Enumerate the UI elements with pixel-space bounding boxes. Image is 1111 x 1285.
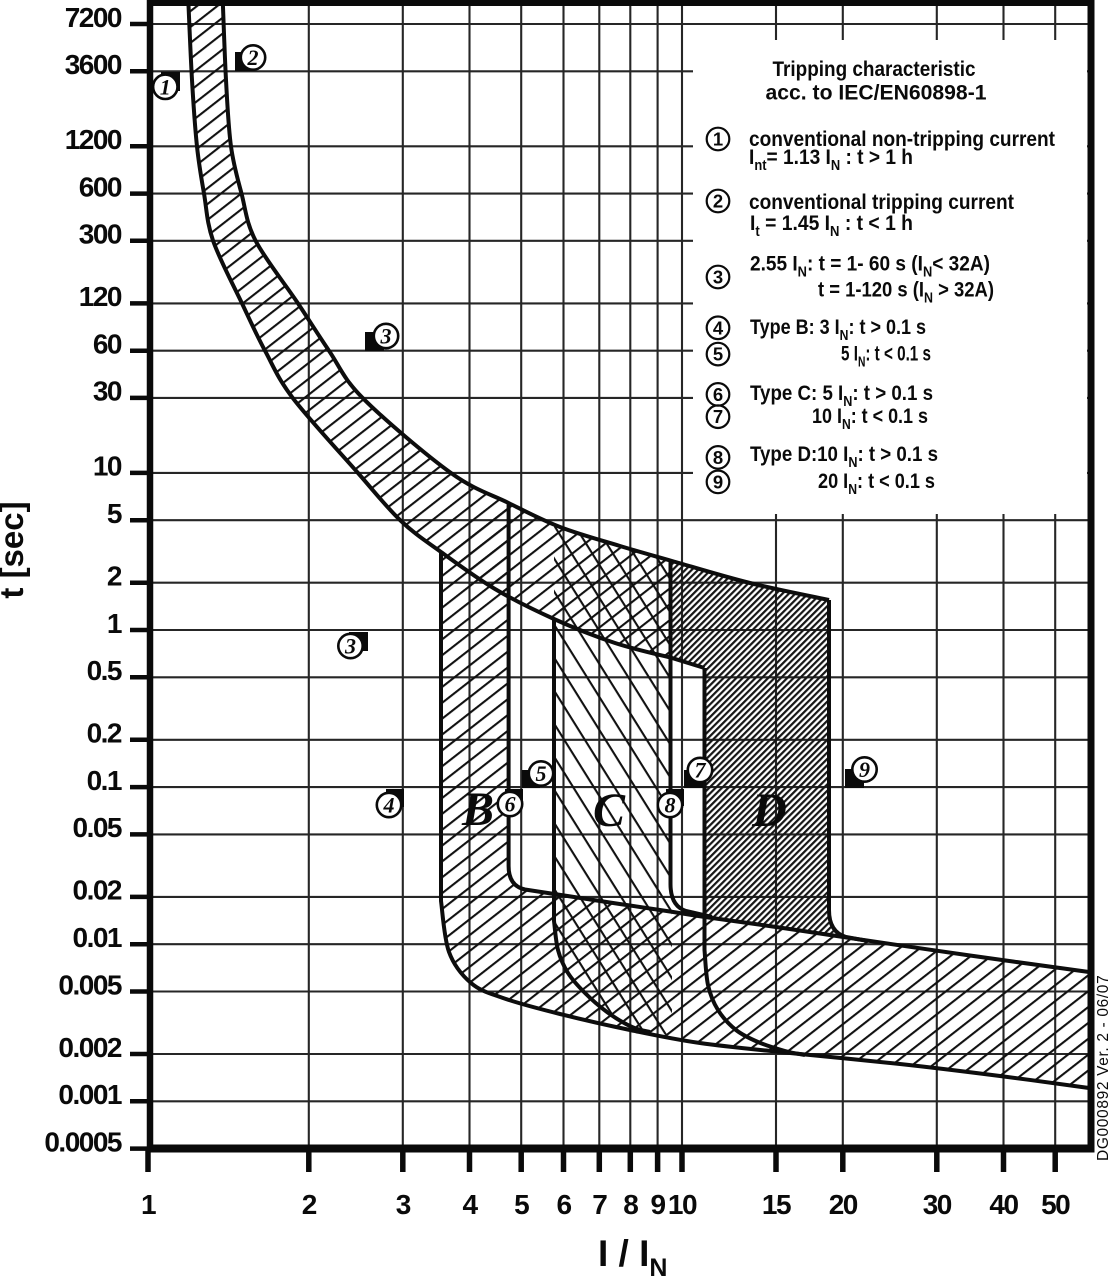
svg-text:1: 1	[713, 129, 723, 150]
svg-text:6: 6	[713, 384, 723, 405]
svg-text:3: 3	[344, 634, 356, 659]
svg-text:7: 7	[592, 1189, 607, 1220]
svg-text:conventional tripping current: conventional tripping current	[749, 190, 1014, 214]
svg-text:20 IN: t < 0.1 s: 20 IN: t < 0.1 s	[818, 469, 935, 498]
svg-text:10: 10	[93, 451, 122, 482]
svg-text:1: 1	[160, 74, 171, 99]
svg-text:3600: 3600	[65, 49, 122, 80]
svg-text:0.0005: 0.0005	[44, 1126, 122, 1157]
svg-text:7200: 7200	[65, 2, 122, 33]
svg-text:5 IN: t < 0.1 s: 5 IN: t < 0.1 s	[841, 342, 931, 371]
svg-text:9: 9	[651, 1189, 666, 1220]
svg-text:40: 40	[989, 1189, 1018, 1220]
svg-text:2.55 IN: t = 1- 60 s (IN< 32A): 2.55 IN: t = 1- 60 s (IN< 32A)	[750, 251, 990, 280]
svg-text:acc. to IEC/EN60898-1: acc. to IEC/EN60898-1	[766, 81, 987, 105]
svg-text:4: 4	[383, 793, 395, 818]
svg-text:50: 50	[1041, 1189, 1070, 1220]
svg-text:0.05: 0.05	[73, 812, 122, 843]
svg-text:t = 1-120 s (IN > 32A): t = 1-120 s (IN > 32A)	[818, 277, 994, 306]
svg-text:Tripping characteristic: Tripping characteristic	[773, 57, 976, 81]
svg-text:D: D	[751, 784, 787, 837]
svg-text:600: 600	[79, 171, 122, 202]
svg-text:6: 6	[556, 1189, 571, 1220]
svg-text:4: 4	[713, 317, 724, 338]
svg-text:7: 7	[695, 758, 707, 783]
svg-text:5: 5	[514, 1189, 529, 1220]
svg-text:60: 60	[93, 329, 122, 360]
svg-text:0.01: 0.01	[73, 922, 122, 953]
svg-text:0.001: 0.001	[58, 1079, 121, 1110]
svg-text:10: 10	[668, 1189, 697, 1220]
svg-text:0.2: 0.2	[87, 718, 122, 749]
svg-text:C: C	[593, 784, 626, 837]
svg-text:0.5: 0.5	[87, 655, 122, 686]
svg-text:Type C: 5 IN: t > 0.1 s: Type C: 5 IN: t > 0.1 s	[750, 381, 933, 410]
svg-text:B: B	[461, 783, 494, 836]
svg-text:10 IN: t < 0.1 s: 10 IN: t < 0.1 s	[812, 404, 928, 433]
svg-text:9: 9	[713, 471, 723, 492]
svg-text:300: 300	[79, 219, 122, 250]
svg-text:conventional non-tripping curr: conventional non-tripping current	[749, 127, 1055, 151]
svg-text:1: 1	[141, 1189, 156, 1220]
svg-text:0.02: 0.02	[73, 875, 122, 906]
svg-text:0.005: 0.005	[58, 969, 121, 1000]
svg-text:2: 2	[302, 1189, 317, 1220]
svg-text:8: 8	[665, 793, 676, 818]
svg-text:7: 7	[713, 406, 723, 427]
svg-text:0.002: 0.002	[58, 1032, 121, 1063]
svg-text:5: 5	[536, 761, 547, 786]
svg-text:6: 6	[505, 792, 516, 817]
svg-text:120: 120	[79, 281, 122, 312]
svg-text:t [sec]: t [sec]	[0, 501, 30, 598]
svg-text:8: 8	[623, 1189, 638, 1220]
svg-text:Type B: 3 IN: t > 0.1 s: Type B: 3 IN: t > 0.1 s	[750, 315, 926, 344]
svg-text:15: 15	[762, 1189, 791, 1220]
svg-text:5: 5	[713, 344, 723, 365]
svg-text:30: 30	[923, 1189, 952, 1220]
svg-text:3: 3	[380, 324, 392, 349]
svg-text:DG000892 Ver. 2 - 06/07: DG000892 Ver. 2 - 06/07	[1095, 975, 1111, 1161]
svg-text:30: 30	[93, 376, 122, 407]
svg-text:2: 2	[107, 561, 122, 592]
svg-text:1200: 1200	[65, 124, 122, 155]
svg-text:20: 20	[829, 1189, 858, 1220]
svg-text:8: 8	[713, 447, 723, 468]
svg-text:5: 5	[107, 498, 122, 529]
svg-text:3: 3	[713, 267, 723, 288]
svg-text:3: 3	[396, 1189, 411, 1220]
svg-text:2: 2	[713, 191, 723, 212]
svg-text:0.1: 0.1	[87, 765, 122, 796]
svg-text:Type D:10 IN: t > 0.1 s: Type D:10 IN: t > 0.1 s	[750, 442, 938, 471]
svg-text:2: 2	[247, 45, 259, 70]
svg-text:1: 1	[107, 608, 122, 639]
svg-text:4: 4	[462, 1189, 478, 1220]
svg-text:9: 9	[859, 757, 870, 782]
